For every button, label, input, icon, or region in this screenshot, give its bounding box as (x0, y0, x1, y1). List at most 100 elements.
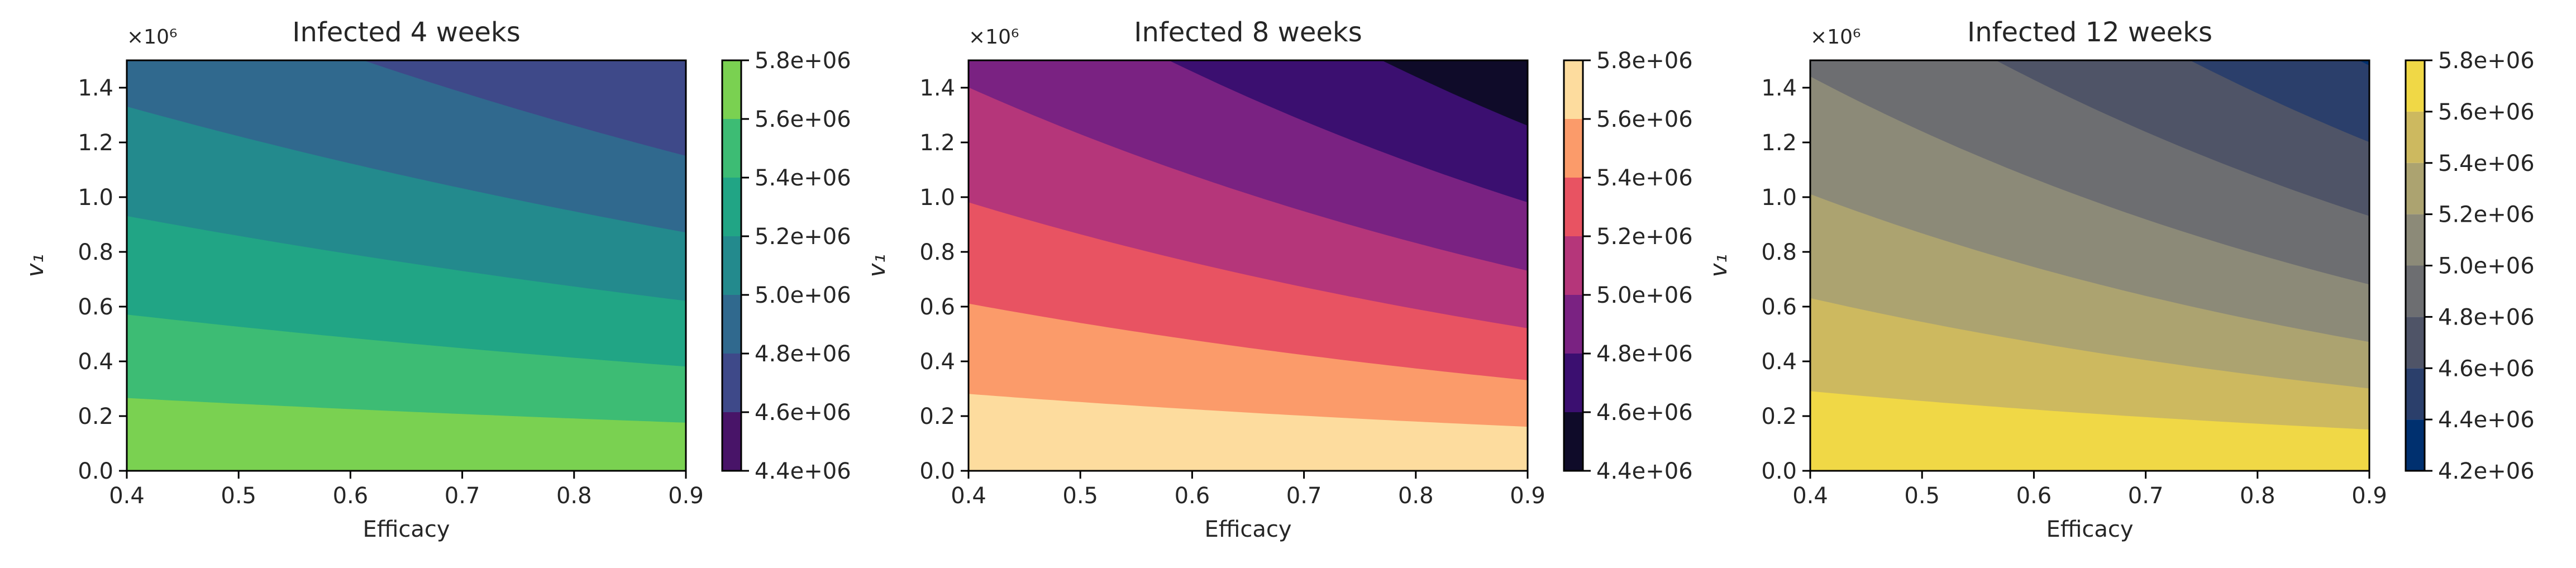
y-offset-label: ×10⁶ (1810, 26, 1861, 49)
colorbar-tick-label: 5.6e+06 (2438, 99, 2535, 125)
contour-fill (1810, 60, 2369, 471)
y-offset-label: ×10⁶ (969, 26, 1019, 49)
colorbar-band (2406, 368, 2425, 420)
x-tick-label: 0.4 (1792, 483, 1828, 509)
y-tick-label: 0.0 (1761, 459, 1797, 484)
colorbar-band (1564, 236, 1583, 295)
colorbar-band (722, 119, 741, 178)
colorbar-tick-label: 4.6e+06 (755, 400, 851, 426)
colorbar-tick-label: 4.8e+06 (755, 341, 851, 367)
colorbar-band (1564, 60, 1583, 119)
colorbar-tick-label: 4.6e+06 (2438, 356, 2535, 381)
contour-band (969, 394, 1528, 471)
x-tick-label: 0.6 (333, 483, 369, 509)
x-tick-label: 0.7 (1286, 483, 1322, 509)
y-tick-label: 1.4 (78, 75, 113, 101)
colorbar-band (2406, 265, 2425, 317)
contour-band (127, 398, 686, 471)
contour-panel-2: 0.4 0.5 0.6 0.7 0.8 0.9 0.0 0.2 0.4 0.6 0.8 1.0 1.2 1… (863, 17, 1693, 542)
colorbar-tick-label: 5.0e+06 (1596, 283, 1693, 308)
colorbar-tick-label: 5.8e+06 (1596, 48, 1693, 74)
colorbar-tick-label: 4.4e+06 (1596, 459, 1693, 484)
x-tick-label: 0.8 (2240, 483, 2276, 509)
colorbar-band (2406, 111, 2425, 163)
colorbar-band (722, 412, 741, 471)
x-tick-label: 0.8 (1398, 483, 1434, 509)
y-tick-label: 1.0 (1761, 185, 1797, 211)
contour-panel-3: 0.4 0.5 0.6 0.7 0.8 0.9 0.0 0.2 0.4 0.6 0.8 1.0 1.2 1… (1705, 17, 2535, 542)
colorbar-tick-label: 5.0e+06 (755, 283, 851, 308)
colorbar-tick-label: 5.8e+06 (2438, 48, 2535, 74)
x-tick-label: 0.4 (951, 483, 986, 509)
chart-title: Infected 8 weeks (1134, 17, 1362, 48)
y-tick-label: 0.4 (1761, 349, 1797, 375)
colorbar-tick-label: 4.2e+06 (2438, 459, 2535, 484)
colorbar-band (1564, 295, 1583, 354)
colorbar: 4.4e+06 4.6e+06 4.8e+06 5.0e+06 5.2e+06 5.4e+… (1563, 48, 1693, 484)
colorbar-tick-label: 5.2e+06 (1596, 224, 1693, 250)
colorbar-tick-label: 4.8e+06 (2438, 304, 2535, 330)
x-tick-label: 0.7 (2128, 483, 2164, 509)
x-tick-label: 0.4 (109, 483, 145, 509)
x-tick-label: 0.9 (1510, 483, 1545, 509)
chart-title: Infected 12 weeks (1967, 17, 2212, 48)
axes-frame (126, 59, 687, 472)
colorbar-band (1564, 119, 1583, 178)
y-offset-label: ×10⁶ (127, 26, 177, 49)
y-tick-label: 0.0 (919, 459, 955, 484)
colorbar-band (2406, 317, 2425, 369)
x-axis-label: Efficacy (2046, 517, 2133, 542)
colorbar-tick-label: 4.4e+06 (755, 459, 851, 484)
colorbar-frame (721, 59, 742, 472)
y-tick-label: 0.6 (78, 294, 113, 320)
y-tick-label: 1.4 (1761, 75, 1797, 101)
x-tick-label: 0.6 (1175, 483, 1210, 509)
colorbar-tick-label: 5.0e+06 (2438, 254, 2535, 279)
colorbar-band (2406, 60, 2425, 112)
x-axis-label: Efficacy (362, 517, 450, 542)
colorbar-band (722, 60, 741, 119)
x-axis-label: Efficacy (1204, 517, 1291, 542)
x-tick-label: 0.5 (1904, 483, 1940, 509)
colorbar-tick-label: 5.8e+06 (755, 48, 851, 74)
y-tick-label: 0.4 (919, 349, 955, 375)
colorbar-band (1564, 354, 1583, 412)
contour-fill (969, 60, 1528, 471)
colorbar-band (2406, 214, 2425, 266)
y-axis-label: v₁ (1705, 254, 1732, 278)
colorbar-band (2406, 419, 2425, 471)
y-tick-label: 0.6 (919, 294, 955, 320)
colorbar-tick-label: 5.4e+06 (2438, 151, 2535, 176)
colorbar-tick-label: 5.2e+06 (755, 224, 851, 250)
colorbar-band (722, 178, 741, 236)
colorbar-tick-label: 5.4e+06 (1596, 165, 1693, 191)
y-tick-label: 1.2 (919, 130, 955, 156)
y-tick-label: 0.8 (78, 240, 113, 265)
y-tick-label: 1.2 (1761, 130, 1797, 156)
colorbar-tick-label: 4.6e+06 (1596, 400, 1693, 426)
y-tick-label: 0.6 (1761, 294, 1797, 320)
colorbar-band (1564, 178, 1583, 236)
colorbar-tick-label: 4.8e+06 (1596, 341, 1693, 367)
colorbar-tick-label: 5.2e+06 (2438, 202, 2535, 228)
x-tick-label: 0.6 (2016, 483, 2052, 509)
axes-frame (967, 59, 1529, 472)
y-tick-label: 1.0 (919, 185, 955, 211)
x-tick-label: 0.5 (1062, 483, 1098, 509)
y-tick-label: 0.8 (919, 240, 955, 265)
colorbar: 4.4e+06 4.6e+06 4.8e+06 5.0e+06 5.2e+06 5.4e+… (721, 48, 851, 484)
y-tick-label: 0.2 (78, 404, 113, 429)
colorbar: 4.2e+06 4.4e+06 4.6e+06 4.8e+06 5.0e+06 5.2e+… (2405, 48, 2535, 484)
y-tick-label: 0.2 (1761, 404, 1797, 429)
y-tick-label: 1.0 (78, 185, 113, 211)
x-tick-label: 0.5 (221, 483, 256, 509)
colorbar-tick-label: 5.6e+06 (755, 107, 851, 132)
x-tick-label: 0.9 (2351, 483, 2387, 509)
x-tick-label: 0.9 (668, 483, 704, 509)
y-tick-label: 1.4 (919, 75, 955, 101)
chart-title: Infected 4 weeks (292, 17, 520, 48)
y-tick-label: 0.8 (1761, 240, 1797, 265)
y-tick-label: 0.2 (919, 404, 955, 429)
